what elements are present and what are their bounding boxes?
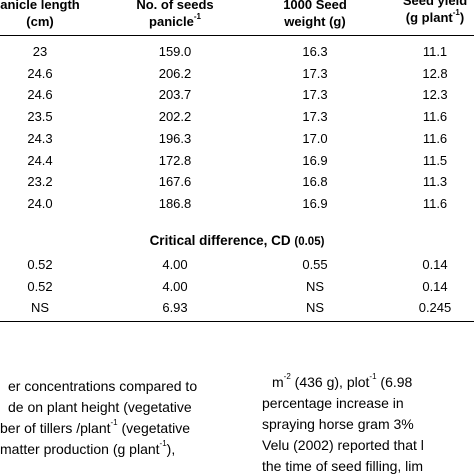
table-cell: 24.3: [27, 130, 53, 146]
table-cell: 17.3: [302, 65, 328, 81]
table-cell: 12.8: [422, 65, 448, 81]
table-cell: 16.8: [302, 174, 328, 190]
table-cell: 11.1: [422, 44, 448, 59]
table-cell: 159.0: [158, 44, 192, 59]
right-line-1: m-2 (436 g), plot-1 (6.98: [272, 372, 413, 390]
cd-table-cell: 0.52: [27, 278, 53, 294]
cd-table-cell: NS: [305, 278, 325, 294]
table-cell: 11.3: [422, 174, 448, 190]
table-cell: 16.9: [302, 152, 328, 168]
cd-table-cell: 6.93: [162, 300, 188, 315]
table-cell: 206.2: [158, 65, 192, 81]
cd-table-cell: 0.52: [27, 257, 53, 272]
table-cell: 203.7: [158, 87, 192, 103]
right-line-4: Velu (2002) reported that l: [262, 437, 424, 453]
right-line-3: spraying horse gram 3%: [262, 416, 414, 432]
table-cell: 186.8: [158, 195, 192, 211]
left-line-1: er concentrations compared to: [8, 378, 198, 394]
left-line-3: ber of tillers /plant-1 (vegetative: [0, 418, 190, 436]
cd-table-cell: 0.14: [422, 257, 448, 272]
cd-table-cell: NS: [305, 300, 325, 315]
cd-table-cell: 4.00: [162, 278, 188, 294]
table-cell: 12.3: [422, 87, 448, 103]
table-cell: 17.0: [302, 130, 328, 146]
table-cell: 11.5: [422, 152, 448, 168]
cd-table-cell: NS: [30, 300, 50, 315]
table-cell: 17.3: [302, 109, 328, 125]
table-cell: 202.2: [158, 109, 192, 125]
right-line-5: the time of seed filling, lim: [262, 458, 424, 474]
table-cell: 24.6: [27, 87, 53, 103]
left-line-2: de on plant height (vegetative: [8, 399, 192, 415]
table-cell: 196.3: [158, 130, 192, 146]
right-line-2: percentage increase in: [262, 395, 404, 411]
table-cell: 167.6: [158, 174, 192, 190]
header-seed-yield: Seed yield (g plant-1): [402, 0, 468, 25]
table-cell: 11.6: [422, 109, 448, 125]
table-cell: 11.6: [422, 195, 448, 211]
table-cell: 24.0: [27, 195, 53, 211]
table-cell: 23: [32, 44, 48, 59]
cd-table-cell: 4.00: [162, 257, 188, 272]
cd-table-cell: 0.55: [302, 257, 328, 272]
body-text-left: er concentrations compared to de on plan…: [0, 376, 240, 460]
header-rule: [0, 35, 474, 36]
cd-table-cell: 0.245: [418, 300, 452, 315]
table-cell: 24.6: [27, 65, 53, 81]
table-cell: 17.3: [302, 87, 328, 103]
header-panicle-length: anicle length (cm): [0, 0, 80, 29]
cd-title: Critical difference, CD (0.05): [149, 233, 325, 248]
body-text-right: m-2 (436 g), plot-1 (6.98 percentage inc…: [262, 372, 474, 474]
table-bottom-rule: [0, 321, 474, 322]
table-cell: 11.6: [422, 130, 448, 146]
cd-table-cell: 0.14: [422, 278, 448, 294]
left-line-4: matter production (g plant-1),: [0, 439, 176, 457]
table-cell: 172.8: [158, 152, 192, 168]
table-cell: 24.4: [27, 152, 53, 168]
table-cell: 23.5: [27, 109, 53, 125]
table-cell: 16.9: [302, 195, 328, 211]
header-seed-weight: 1000 Seed weight (g): [283, 0, 347, 29]
table-cell: 16.3: [302, 44, 328, 59]
table-cell: 23.2: [27, 174, 53, 190]
header-seeds-per-panicle: No. of seeds panicle-1: [136, 0, 214, 29]
